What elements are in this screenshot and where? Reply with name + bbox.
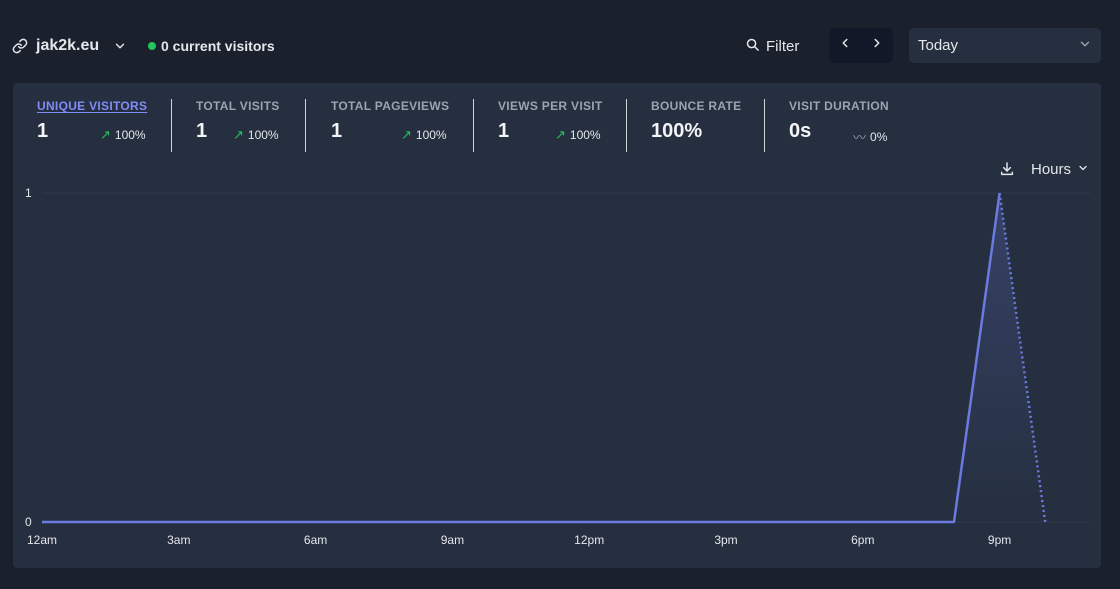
x-tick-label: 12am [27, 533, 57, 547]
stats-panel: UNIQUE VISITORS 1 ↗ 100% TOTAL VISITS 1 … [13, 83, 1101, 568]
interval-label: Hours [1030, 160, 1071, 178]
y-tick-label: 0 [25, 515, 32, 529]
stat-change: ↗ 100% [233, 127, 279, 143]
series-line [42, 192, 1001, 524]
stat-value: 1 [498, 120, 510, 142]
chevron-down-icon [1078, 37, 1092, 55]
link-icon [12, 38, 28, 54]
filter-button[interactable]: Filter [745, 33, 799, 59]
stat-change-value: 100% [569, 128, 601, 142]
stat-views-per-visit[interactable]: VIEWS PER VISIT 1 ↗ 100% [498, 99, 618, 153]
chart-tools: Hours [999, 159, 1089, 179]
stat-visit-duration[interactable]: VISIT DURATION 0s 〰 0% [789, 99, 899, 153]
chevron-right-icon [870, 36, 884, 55]
period-select[interactable]: Today [909, 28, 1101, 63]
stat-unique-visitors[interactable]: UNIQUE VISITORS 1 ↗ 100% [37, 99, 167, 153]
series-area [42, 193, 1046, 522]
stat-change-value: 100% [114, 128, 146, 142]
arrow-up-right-icon: ↗ [555, 127, 566, 142]
previous-period-button[interactable] [829, 28, 861, 63]
stat-total-visits[interactable]: TOTAL VISITS 1 ↗ 100% [196, 99, 306, 153]
chevron-down-icon [1077, 161, 1089, 178]
stat-label: TOTAL PAGEVIEWS [331, 99, 450, 113]
arrow-up-right-icon: ↗ [100, 127, 111, 142]
x-tick-label: 12pm [574, 533, 604, 547]
x-tick-label: 3am [167, 533, 190, 547]
current-visitors-label: 0 current visitors [161, 38, 275, 54]
stat-total-pageviews[interactable]: TOTAL PAGEVIEWS 1 ↗ 100% [331, 99, 471, 153]
search-icon [745, 37, 760, 56]
download-icon[interactable] [999, 161, 1015, 177]
x-tick-label: 6am [304, 533, 327, 547]
wave-icon: 〰 [853, 130, 867, 145]
x-tick-label: 9am [441, 533, 464, 547]
chevron-left-icon [838, 36, 852, 55]
x-tick-label: 3pm [714, 533, 737, 547]
stat-label: BOUNCE RATE [651, 99, 742, 113]
period-navigation [829, 28, 893, 63]
arrow-up-right-icon: ↗ [233, 127, 244, 142]
stat-change-value: 100% [247, 128, 279, 142]
stat-value: 1 [331, 120, 343, 142]
stat-change: ↗ 100% [100, 127, 146, 143]
stat-value: 1 [37, 120, 49, 142]
chevron-down-icon [113, 39, 127, 53]
stat-change: ↗ 100% [401, 127, 447, 143]
stat-label: TOTAL VISITS [196, 99, 280, 113]
stat-label: VISIT DURATION [789, 99, 889, 113]
next-period-button[interactable] [861, 28, 893, 63]
top-bar: jak2k.eu 0 current visitors Filter Today [0, 0, 1120, 84]
stat-label: VIEWS PER VISIT [498, 99, 603, 113]
stat-change: ↗ 100% [555, 127, 601, 143]
x-tick-label: 6pm [851, 533, 874, 547]
interval-select[interactable]: Hours [1031, 161, 1089, 178]
stat-change-value: 0% [870, 129, 888, 144]
site-name: jak2k.eu [36, 37, 100, 54]
stat-value: 100% [651, 120, 703, 142]
y-tick-label: 1 [25, 186, 32, 200]
current-visitors[interactable]: 0 current visitors [148, 36, 275, 56]
stat-value: 0s [789, 120, 812, 142]
arrow-up-right-icon: ↗ [401, 127, 412, 142]
visitors-chart: 0 1 12am 3am 6am 9am 12pm 3pm 6pm 9pm [25, 186, 1090, 547]
filter-label: Filter [766, 37, 800, 55]
site-switcher[interactable]: jak2k.eu [12, 33, 127, 59]
stat-label: UNIQUE VISITORS [37, 99, 148, 113]
stat-divider [305, 99, 306, 152]
series-line-projected [998, 192, 1047, 523]
live-dot [148, 42, 156, 50]
stat-divider [171, 99, 172, 152]
stat-divider [626, 99, 627, 152]
stat-value: 1 [196, 120, 208, 142]
stat-bounce-rate[interactable]: BOUNCE RATE 100% [651, 99, 751, 153]
stat-change: 〰 0% [853, 127, 887, 146]
x-tick-label: 9pm [988, 533, 1011, 547]
stat-change-value: 100% [415, 128, 447, 142]
period-label: Today [918, 37, 959, 54]
stat-divider [764, 99, 765, 152]
stat-divider [473, 99, 474, 152]
